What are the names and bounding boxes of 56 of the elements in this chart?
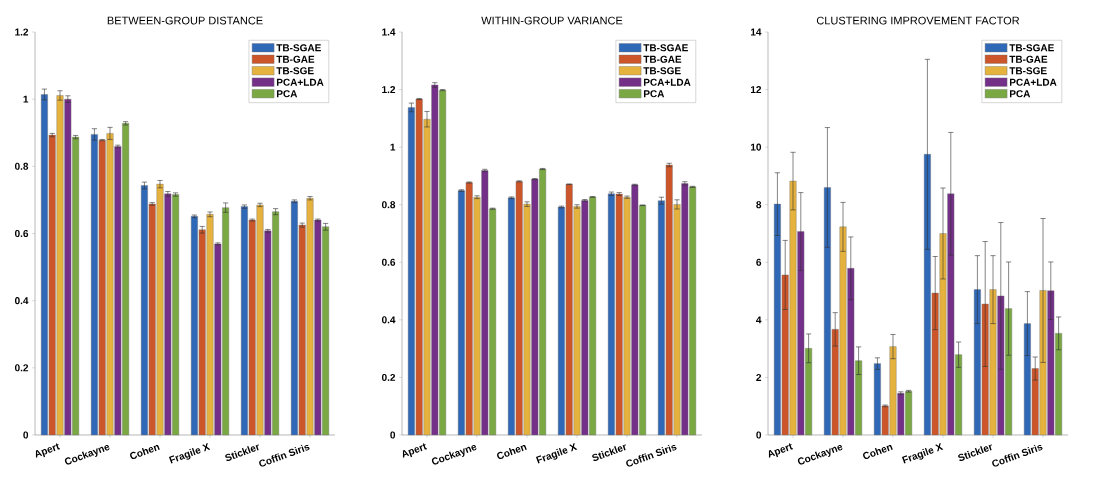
chart-title: WITHIN-GROUP VARIANCE <box>481 16 623 25</box>
y-tick-label: 0 <box>756 431 762 439</box>
y-tick-label: 0 <box>23 431 29 439</box>
y-tick-label: 1 <box>23 95 29 103</box>
legend-label: TB-GAE <box>643 55 682 63</box>
x-tick-label: Stickler <box>225 444 259 461</box>
y-tick-label: 1.2 <box>382 86 396 94</box>
y-tick-label: 6 <box>756 258 762 266</box>
chart-title: CLUSTERING IMPROVEMENT FACTOR <box>816 16 1020 25</box>
legend-label: TB-SGAE <box>1009 44 1054 52</box>
y-tick-label: 0.4 <box>14 297 29 305</box>
x-tick-label: Apert <box>402 443 428 458</box>
x-tick-label: Apert <box>35 443 61 458</box>
legend-label: PCA <box>1009 90 1031 98</box>
y-tick-label: 4 <box>756 316 762 324</box>
legend-label: PCA <box>643 90 665 98</box>
legend-label: TB-GAE <box>276 55 315 63</box>
y-tick-label: 0.2 <box>381 373 396 381</box>
y-tick-label: 0.8 <box>14 162 29 170</box>
x-tick-label: Coffin Siris <box>626 444 677 467</box>
y-tick-label: 0 <box>390 431 396 439</box>
legend-label: TB-SGAE <box>643 44 688 52</box>
chart-title: BETWEEN-GROUP DISTANCE <box>107 16 263 25</box>
x-tick-label: Cohen <box>497 444 527 460</box>
legend-label: TB-SGAE <box>276 44 321 52</box>
y-tick-label: 0.4 <box>381 316 396 324</box>
x-tick-label: Coffin Siris <box>259 444 310 467</box>
legend-label: PCA+LDA <box>1009 78 1057 86</box>
y-tick-label: 0.8 <box>381 201 396 209</box>
x-tick-label: Apert <box>768 443 794 458</box>
legend-label: TB-GAE <box>1009 55 1048 63</box>
y-tick-label: 1 <box>390 143 396 151</box>
y-tick-label: 14 <box>750 28 762 36</box>
x-tick-label: Fragile X <box>168 442 211 464</box>
y-tick-label: 0.6 <box>381 258 396 266</box>
y-tick-label: 10 <box>750 143 762 151</box>
legend-label: PCA+LDA <box>276 78 324 86</box>
legend-label: TB-SGE <box>1009 67 1047 75</box>
y-tick-label: 1.2 <box>15 28 29 36</box>
y-tick-label: 8 <box>756 201 762 209</box>
legend-label: PCA <box>276 90 298 98</box>
y-tick-label: 0.2 <box>14 364 29 372</box>
x-tick-label: Stickler <box>958 444 992 461</box>
x-tick-label: Stickler <box>592 444 626 461</box>
x-tick-label: Coffin Siris <box>992 444 1043 467</box>
y-tick-label: 0.6 <box>14 229 29 238</box>
y-tick-label: 1.4 <box>382 28 396 36</box>
y-tick-label: 2 <box>756 373 762 381</box>
legend-label: TB-SGE <box>643 67 681 75</box>
x-tick-label: Cohen <box>863 444 893 460</box>
y-tick-label: 12 <box>750 86 762 94</box>
legend-label: TB-SGE <box>276 67 314 75</box>
x-tick-label: Fragile X <box>535 442 578 464</box>
x-tick-label: Fragile X <box>901 442 944 464</box>
x-tick-label: Cohen <box>130 444 160 460</box>
legend-label: PCA+LDA <box>643 78 691 86</box>
